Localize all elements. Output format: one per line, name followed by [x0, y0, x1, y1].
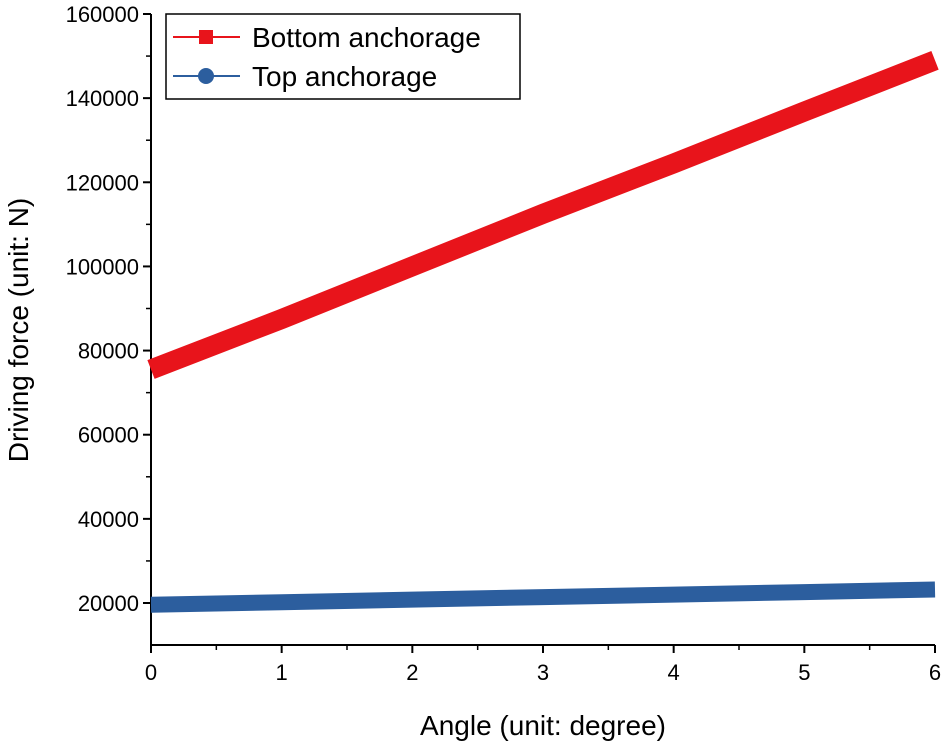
y-axis-ticks: 20000 40000 60000 80000 100000 120000 140000 16… [66, 2, 151, 616]
legend-box [165, 13, 521, 100]
legend-marker-top-anchorage [198, 68, 214, 84]
x-tick-label: 2 [406, 660, 418, 685]
legend-label-top-anchorage: Top anchorage [252, 61, 437, 92]
y-tick-label: 80000 [78, 339, 139, 364]
y-tick-label: 120000 [66, 170, 139, 195]
x-axis-title: Angle (unit: degree) [420, 710, 666, 741]
legend-label-bottom-anchorage: Bottom anchorage [252, 22, 481, 53]
y-tick-label: 40000 [78, 507, 139, 532]
x-tick-label: 6 [929, 660, 941, 685]
x-tick-label: 4 [668, 660, 680, 685]
series-line-bottom-anchorage [147, 50, 939, 379]
series-line-top-anchorage [150, 581, 936, 613]
legend: Bottom anchorage Top anchorage [165, 13, 521, 100]
x-tick-label: 1 [276, 660, 288, 685]
y-axis-title: Driving force (unit: N) [3, 198, 34, 463]
y-tick-label: 20000 [78, 591, 139, 616]
y-tick-label: 60000 [78, 423, 139, 448]
x-axis-ticks: 0 1 2 3 4 5 6 [145, 645, 941, 685]
x-tick-label: 5 [798, 660, 810, 685]
x-tick-label: 0 [145, 660, 157, 685]
y-tick-label: 160000 [66, 2, 139, 27]
series-layer [147, 50, 939, 613]
y-tick-label: 140000 [66, 86, 139, 111]
legend-marker-bottom-anchorage [199, 30, 213, 44]
y-tick-label: 100000 [66, 254, 139, 279]
x-tick-label: 3 [537, 660, 549, 685]
